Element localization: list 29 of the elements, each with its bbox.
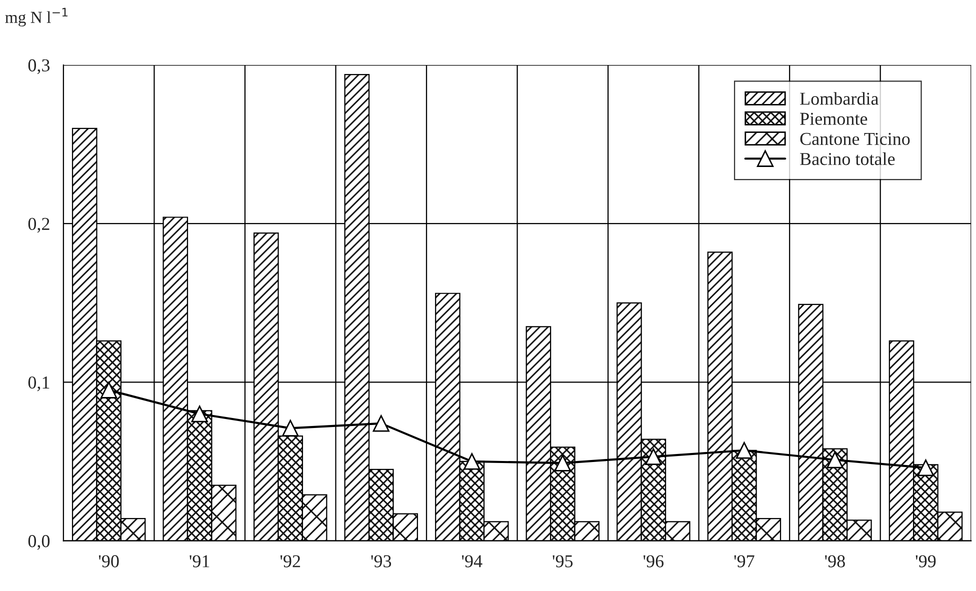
legend-label: Cantone Ticino [800,132,910,146]
point [736,442,753,459]
x-tick-label: '93 [371,555,392,568]
x-tick-label: '90 [98,555,119,568]
point [464,453,480,470]
point [100,382,118,398]
point [191,406,208,422]
x-tick-label: '94 [462,555,482,568]
legend-label: Lombardia [800,92,879,105]
point [826,452,844,468]
x-tick-label: '96 [644,555,664,568]
point [917,459,934,476]
legend-label: Bacino totale [800,152,895,166]
x-tick-label: '92 [280,555,300,568]
y-tick-label: 0,1 [28,376,50,392]
point [645,448,662,466]
point [282,420,299,437]
y-axis-title: mg N l$^{−1}$ [5,8,68,26]
x-tick-label: '95 [552,555,573,568]
y-tick-label: 0,2 [28,218,50,233]
y-tick-label: 0,3 [28,59,50,74]
x-tick-label: '99 [916,555,936,568]
point [554,454,571,472]
y-tick-label: 0,0 [28,535,50,550]
point [372,415,390,432]
x-tick-label: '98 [825,555,845,568]
x-tick-label: '91 [190,555,210,568]
legend-label: Piemonte [800,112,868,125]
x-tick-label: '97 [734,555,754,568]
